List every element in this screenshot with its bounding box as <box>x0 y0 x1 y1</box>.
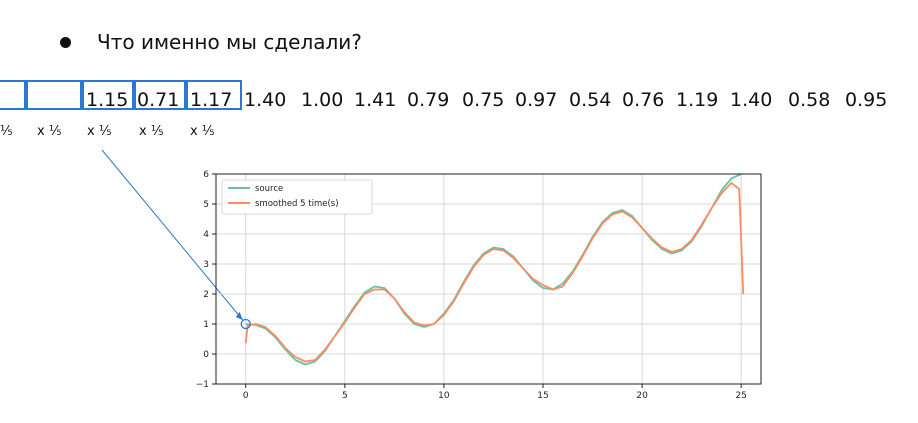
value-12: 1.19 <box>676 89 719 111</box>
value-9: 0.97 <box>515 89 558 111</box>
value-11: 0.76 <box>622 89 665 111</box>
value-6: 1.41 <box>354 89 397 111</box>
x-tick-label: 5 <box>342 391 348 401</box>
y-tick-label: 6 <box>203 170 209 180</box>
value-10: 0.54 <box>569 89 612 111</box>
line-chart: 0 5 10 15 20 25 −1 0 1 2 3 4 5 6 source smoothed 5 ti… <box>196 170 762 401</box>
value-5: 1.00 <box>301 89 344 111</box>
y-tick-label: −1 <box>196 380 209 390</box>
x-tick-label: 10 <box>438 391 450 401</box>
multiplier-row: ⅕ x ⅕ x ⅕ x ⅕ x ⅕ <box>0 124 260 142</box>
y-tick-label: 4 <box>203 230 209 240</box>
multiplier-4: x ⅕ <box>139 124 164 139</box>
value-15: 0.95 <box>845 89 888 111</box>
value-8: 0.75 <box>462 89 505 111</box>
series-line-smoothed <box>244 182 745 363</box>
value-1: 1.15 <box>86 89 129 111</box>
value-13: 1.40 <box>730 89 773 111</box>
y-tick-label: 3 <box>203 260 209 270</box>
y-tick-label: 0 <box>203 350 209 360</box>
value-14: 0.58 <box>788 89 831 111</box>
legend-box <box>221 179 373 215</box>
x-tick-label: 15 <box>537 391 548 401</box>
bullet-item: Что именно мы сделали? <box>60 30 362 54</box>
legend-label-source: source <box>255 184 283 194</box>
value-7: 0.79 <box>407 89 450 111</box>
value-4: 1.40 <box>244 89 287 111</box>
chart-legend: source smoothed 5 time(s) <box>221 179 373 215</box>
value-2: 0.71 <box>137 89 180 111</box>
x-tick-label: 0 <box>243 391 249 401</box>
highlight-box-empty-1 <box>0 80 26 110</box>
highlight-box-2 <box>134 80 186 110</box>
bullet-text: Что именно мы сделали? <box>97 30 362 54</box>
legend-label-smoothed: smoothed 5 time(s) <box>255 199 339 209</box>
multiplier-3: x ⅕ <box>87 124 112 139</box>
y-tick-label: 2 <box>203 290 209 300</box>
multiplier-5: x ⅕ <box>190 124 215 139</box>
multiplier-2: x ⅕ <box>37 124 62 139</box>
bullet-dot <box>60 36 71 48</box>
y-tick-label: 5 <box>203 200 209 210</box>
plot-frame <box>215 173 762 385</box>
highlight-box-1 <box>82 80 134 110</box>
multiplier-1: ⅕ <box>0 124 13 139</box>
chart-ticks: 0 5 10 15 20 25 −1 0 1 2 3 4 5 6 <box>196 170 747 401</box>
value-3: 1.17 <box>190 89 233 111</box>
x-tick-label: 20 <box>636 391 648 401</box>
highlight-marker <box>240 318 251 330</box>
y-tick-label: 1 <box>203 320 209 330</box>
x-tick-label: 25 <box>735 391 746 401</box>
chart-lines <box>244 173 745 366</box>
highlight-box-empty-2 <box>26 80 82 110</box>
highlight-box-3 <box>186 80 242 110</box>
